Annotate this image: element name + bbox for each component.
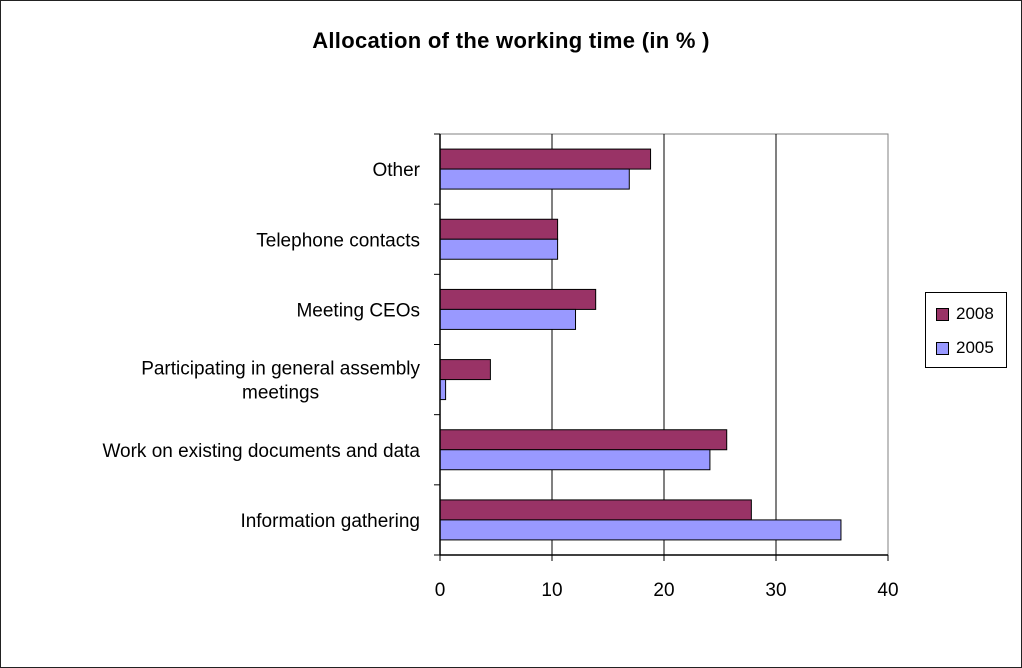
bar-2008-3 — [439, 359, 491, 381]
bar-2008-5 — [439, 499, 752, 521]
category-label-3: Participating in general assembly meeting… — [141, 359, 420, 404]
legend: 2008 2005 — [925, 292, 1007, 368]
x-tick-label-0: 0 — [435, 580, 446, 601]
legend-swatch-2005 — [936, 341, 949, 355]
bar-2005-4 — [439, 449, 711, 471]
category-label-line: meetings — [242, 383, 319, 404]
bar-2008-2 — [439, 288, 597, 310]
category-label-4: Work on existing documents and data — [102, 441, 420, 462]
x-tick-label-20: 20 — [653, 580, 674, 601]
legend-label-2005: 2005 — [956, 338, 994, 357]
category-label-2: Meeting CEOs — [296, 300, 420, 321]
category-label-line: Participating in general assembly — [141, 359, 420, 380]
x-tick-label-30: 30 — [765, 580, 786, 601]
category-label-1: Telephone contacts — [256, 230, 420, 251]
legend-swatch-2008 — [936, 307, 949, 321]
bar-2005-0 — [439, 168, 630, 190]
bar-2008-1 — [439, 218, 559, 240]
legend-item-2008: 2008 — [936, 304, 994, 324]
bar-2005-5 — [439, 519, 842, 541]
x-tick-label-40: 40 — [877, 580, 898, 601]
x-tick-label-10: 10 — [541, 580, 562, 601]
category-label-0: Other — [372, 160, 420, 181]
bar-2008-4 — [439, 429, 728, 451]
bar-2005-3 — [439, 379, 447, 401]
category-label-5: Information gathering — [240, 511, 420, 532]
bar-2008-0 — [439, 148, 652, 170]
legend-item-2005: 2005 — [936, 338, 994, 358]
bar-2005-1 — [439, 238, 559, 260]
bar-2005-2 — [439, 308, 577, 330]
chart-title: Allocation of the working time (in % ) — [312, 28, 710, 53]
legend-label-2008: 2008 — [956, 304, 994, 323]
